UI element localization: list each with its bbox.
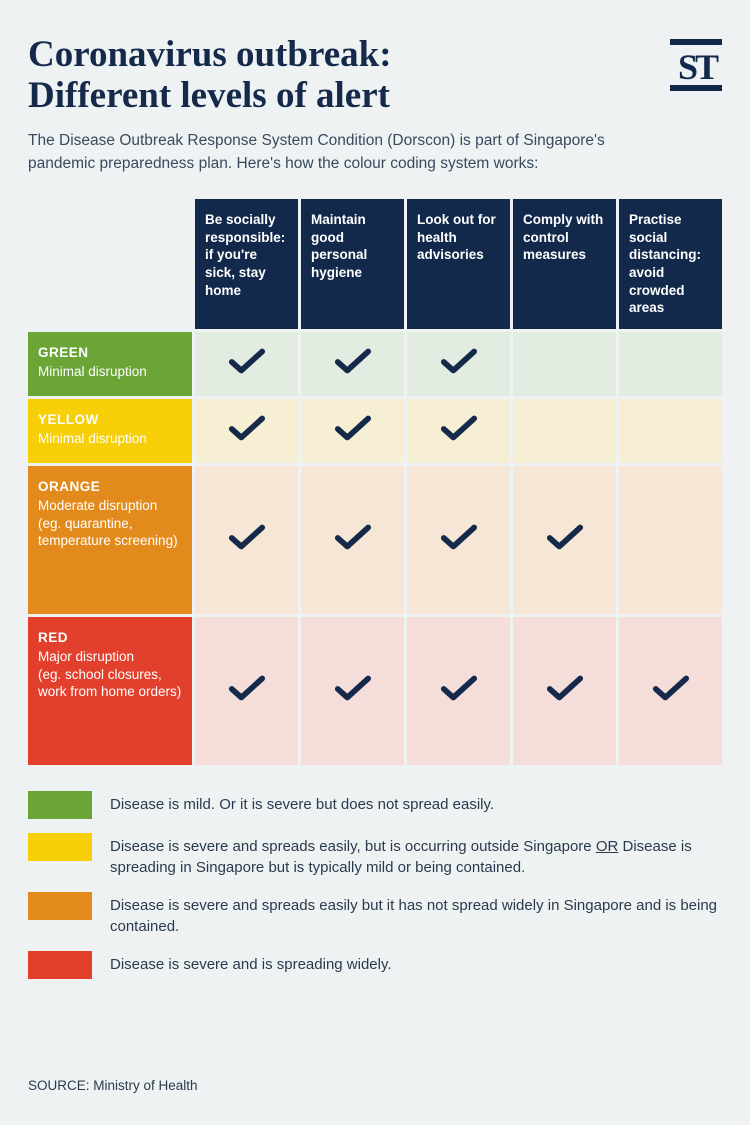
row-header-green: GREENMinimal disruption — [28, 332, 192, 396]
table-cell — [619, 332, 722, 396]
level-name: ORANGE — [38, 478, 182, 496]
legend-swatch — [28, 791, 92, 819]
subtitle: The Disease Outbreak Response System Con… — [28, 130, 648, 175]
title-line-1: Coronavirus outbreak: — [28, 34, 392, 75]
level-desc: Major disruption(eg. school closures, wo… — [38, 648, 182, 701]
checkmark-icon — [228, 522, 266, 557]
table-cell — [619, 466, 722, 614]
table-cell — [407, 617, 510, 765]
legend-row-green: Disease is mild. Or it is severe but doe… — [28, 791, 722, 819]
column-header: Practise social distancing: avoid crowde… — [619, 199, 722, 328]
table-cell — [301, 332, 404, 396]
row-header-red: REDMajor disruption(eg. school closures,… — [28, 617, 192, 765]
table-cell — [301, 466, 404, 614]
legend-row-yellow: Disease is severe and spreads easily, bu… — [28, 833, 722, 878]
level-name: YELLOW — [38, 411, 182, 429]
column-header: Comply with control measures — [513, 199, 616, 328]
st-logo: S T — [670, 39, 722, 91]
title-line-2: Different levels of alert — [28, 75, 390, 116]
row-header-orange: ORANGEModerate disruption(eg. quarantine… — [28, 466, 192, 614]
table-cell — [195, 466, 298, 614]
checkmark-icon — [546, 673, 584, 708]
table-cell — [195, 332, 298, 396]
legend-text: Disease is mild. Or it is severe but doe… — [110, 791, 494, 815]
legend-row-red: Disease is severe and is spreading widel… — [28, 951, 722, 979]
column-header: Maintain good personal hygiene — [301, 199, 404, 328]
table-cell — [619, 399, 722, 463]
table-cell — [513, 399, 616, 463]
legend-text: Disease is severe and spreads easily but… — [110, 892, 722, 937]
checkmark-icon — [334, 413, 372, 448]
table-cell — [195, 399, 298, 463]
column-header: Look out for health advisories — [407, 199, 510, 328]
table-cell — [619, 617, 722, 765]
table-cell — [513, 617, 616, 765]
checkmark-icon — [228, 346, 266, 381]
checkmark-icon — [334, 673, 372, 708]
checkmark-icon — [652, 673, 690, 708]
svg-text:T: T — [695, 47, 719, 87]
table-cell — [301, 617, 404, 765]
checkmark-icon — [440, 522, 478, 557]
checkmark-icon — [334, 346, 372, 381]
table-cell — [513, 332, 616, 396]
checkmark-icon — [334, 522, 372, 557]
alert-table: Be socially responsible: if you're sick,… — [28, 199, 722, 764]
column-header: Be socially responsible: if you're sick,… — [195, 199, 298, 328]
legend: Disease is mild. Or it is severe but doe… — [28, 791, 722, 979]
table-cell — [407, 466, 510, 614]
table-cell — [301, 399, 404, 463]
legend-row-orange: Disease is severe and spreads easily but… — [28, 892, 722, 937]
level-name: GREEN — [38, 344, 182, 362]
legend-text: Disease is severe and spreads easily, bu… — [110, 833, 722, 878]
level-desc: Moderate disruption(eg. quarantine, temp… — [38, 497, 182, 550]
legend-swatch — [28, 833, 92, 861]
page-title: Coronavirus outbreak: Different levels o… — [28, 35, 568, 116]
table-cell — [513, 466, 616, 614]
level-desc: Minimal disruption — [38, 363, 182, 381]
level-desc: Minimal disruption — [38, 430, 182, 448]
checkmark-icon — [440, 413, 478, 448]
checkmark-icon — [228, 413, 266, 448]
row-header-yellow: YELLOWMinimal disruption — [28, 399, 192, 463]
legend-swatch — [28, 951, 92, 979]
checkmark-icon — [546, 522, 584, 557]
table-cell — [407, 332, 510, 396]
checkmark-icon — [440, 346, 478, 381]
checkmark-icon — [228, 673, 266, 708]
level-name: RED — [38, 629, 182, 647]
checkmark-icon — [440, 673, 478, 708]
legend-swatch — [28, 892, 92, 920]
table-cell — [195, 617, 298, 765]
header: Coronavirus outbreak: Different levels o… — [28, 35, 722, 116]
table-cell — [407, 399, 510, 463]
source-line: SOURCE: Ministry of Health — [28, 1078, 198, 1093]
legend-text: Disease is severe and is spreading widel… — [110, 951, 392, 975]
table-corner — [28, 199, 192, 328]
